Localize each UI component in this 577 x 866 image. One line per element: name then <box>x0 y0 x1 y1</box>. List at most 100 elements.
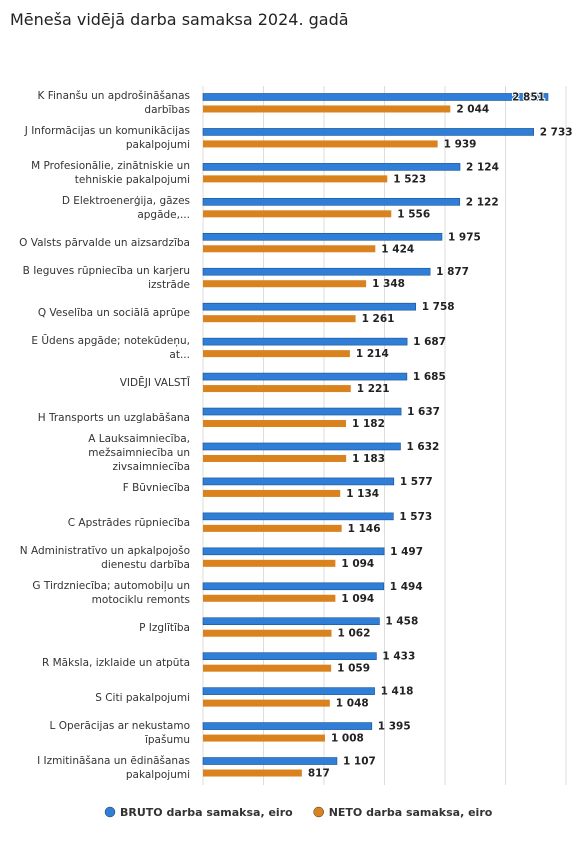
category-label: A Lauksaimniecība, mežsaimniecība un ziv… <box>88 432 190 473</box>
category-label: Q Veselība un sociālā aprūpe <box>37 307 190 320</box>
value-label: 1 221 <box>357 383 390 395</box>
value-label: 1 577 <box>400 476 433 488</box>
bar <box>202 652 377 660</box>
legend-marker <box>313 806 324 818</box>
category-label: P Izglītība <box>139 621 190 634</box>
bar <box>202 267 431 276</box>
value-label: 1 877 <box>436 266 469 278</box>
category-label: J Informācijas un komunikācijas pakalpoj… <box>24 125 190 152</box>
value-label: 1 687 <box>413 336 446 348</box>
category-label: O Valsts pārvalde un aizsardzība <box>19 237 190 250</box>
bar <box>202 512 394 521</box>
bar <box>203 769 302 777</box>
value-label: 1 418 <box>381 686 414 698</box>
value-label: 1 134 <box>346 488 379 500</box>
category-label: F Būvniecība <box>122 481 190 494</box>
value-label: 1 497 <box>390 546 423 558</box>
value-label: 1 573 <box>399 511 432 523</box>
category-label: N Administratīvo un apkalpojošo dienestu… <box>19 544 190 571</box>
value-label: 2 733 <box>540 126 573 138</box>
value-label: 1 523 <box>393 173 426 185</box>
bar <box>202 163 461 171</box>
value-label: 2 044 <box>456 103 489 115</box>
value-label: 1 424 <box>381 243 414 255</box>
value-label: 1 183 <box>352 453 385 465</box>
category-label: M Profesionālie, zinātniskie un tehniski… <box>31 160 190 187</box>
bar <box>202 582 385 591</box>
bar <box>202 198 461 206</box>
bar <box>203 664 332 672</box>
bar <box>202 687 375 695</box>
value-label: 817 <box>308 768 330 780</box>
bar <box>202 407 402 416</box>
value-label: 1 458 <box>385 616 418 628</box>
value-label: 1 094 <box>341 558 374 570</box>
value-label: 1 008 <box>331 733 364 745</box>
value-label: 1 758 <box>422 301 455 313</box>
category-label: S Citi pakalpojumi <box>95 691 190 704</box>
value-label: 1 433 <box>382 651 415 663</box>
legend-label: BRUTO darba samaksa, eiro <box>120 806 293 819</box>
category-label: E Ūdens apgāde; notekūdeņu, at... <box>31 335 190 362</box>
bar <box>202 302 417 311</box>
bar <box>203 699 330 707</box>
category-label: VIDĒJI VALSTĪ <box>119 377 190 390</box>
bar <box>203 105 451 113</box>
value-label: 2 851 <box>512 91 545 103</box>
value-label: 1 146 <box>348 523 381 535</box>
bar <box>202 372 408 381</box>
value-label: 1 348 <box>372 278 405 290</box>
value-label: 1 975 <box>448 231 481 243</box>
value-label: 1 685 <box>413 371 446 383</box>
bar <box>203 210 392 218</box>
bar <box>203 524 342 532</box>
bar <box>203 734 325 742</box>
value-label: 1 107 <box>343 756 376 768</box>
bar <box>202 442 401 451</box>
bar <box>202 477 395 486</box>
bar <box>203 280 367 288</box>
bar <box>203 629 332 637</box>
chart-title: Mēneša vidējā darba samaksa 2024. gadā <box>10 10 349 29</box>
value-label: 1 094 <box>341 593 374 605</box>
value-label: 1 062 <box>338 628 371 640</box>
bar <box>203 594 336 602</box>
bar <box>203 175 388 183</box>
category-label: L Operācijas ar nekustamo īpašumu <box>49 719 190 746</box>
value-label: 1 182 <box>352 418 385 430</box>
category-label: R Māksla, izklaide un atpūta <box>41 656 190 669</box>
value-label: 1 637 <box>407 406 440 418</box>
bar <box>202 757 338 765</box>
bar <box>203 454 347 462</box>
value-label: 1 059 <box>337 663 370 675</box>
value-label: 1 939 <box>444 138 477 150</box>
category-label: G Tirdzniecība; automobiļu un motociklu … <box>32 579 190 606</box>
category-label: K Finanšu un apdrošināšanas darbības <box>37 90 191 117</box>
bar <box>203 140 438 148</box>
bar <box>203 385 351 393</box>
category-label: C Apstrādes rūpniecība <box>67 516 190 529</box>
value-label: 2 124 <box>466 161 499 173</box>
value-label: 2 122 <box>466 196 499 208</box>
value-label: 1 632 <box>406 441 439 453</box>
category-label: H Transports un uzglabāšana <box>37 412 190 425</box>
bar <box>202 93 549 101</box>
bar <box>202 722 373 730</box>
bar <box>202 128 534 136</box>
category-label: B Ieguves rūpniecība un karjeru izstrāde <box>22 265 190 292</box>
bar <box>203 245 376 253</box>
value-label: 1 261 <box>362 313 395 325</box>
value-label: 1 494 <box>390 581 423 593</box>
value-label: 1 395 <box>378 721 411 733</box>
category-label: I Izmitināšana un ēdināšanas pakalpojumi <box>37 754 190 781</box>
bar <box>202 232 443 241</box>
bar <box>202 547 385 556</box>
legend-marker <box>104 806 116 818</box>
bar <box>203 315 356 323</box>
legend-label: NETO darba samaksa, eiro <box>329 806 493 819</box>
bar <box>202 617 380 626</box>
value-label: 1 556 <box>397 208 430 220</box>
bar <box>203 559 336 567</box>
